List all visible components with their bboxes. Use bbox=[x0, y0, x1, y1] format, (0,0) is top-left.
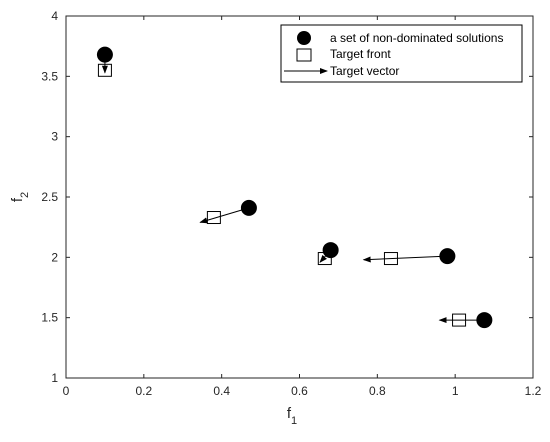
solution-point bbox=[240, 199, 257, 216]
legend-marker-target-front bbox=[296, 48, 312, 62]
data-marks bbox=[96, 46, 493, 329]
y-tick-label: 3.5 bbox=[41, 69, 58, 83]
target-vector-arrow bbox=[199, 207, 250, 224]
x-tick-label: 0.2 bbox=[135, 384, 152, 398]
y-tick-label: 2 bbox=[51, 250, 58, 264]
y-axis-label: f2 bbox=[9, 192, 31, 202]
y-tick-label: 2.5 bbox=[41, 190, 58, 204]
x-tick-label: 0.4 bbox=[213, 384, 230, 398]
solution-point bbox=[439, 248, 456, 265]
y-tick-label: 1 bbox=[51, 371, 58, 385]
solution-point bbox=[96, 46, 113, 63]
target-front-point bbox=[452, 313, 467, 327]
x-tick-label: 0.8 bbox=[369, 384, 386, 398]
solution-point bbox=[476, 312, 493, 329]
target-front-point bbox=[206, 211, 221, 225]
target-vector-arrow bbox=[362, 255, 448, 263]
x-tick-label: 0 bbox=[63, 384, 70, 398]
legend-label-target-vector: Target vector bbox=[330, 64, 399, 78]
legend-label-target-front: Target front bbox=[330, 47, 391, 61]
x-tick-label: 0.6 bbox=[291, 384, 308, 398]
target-front-point bbox=[383, 252, 398, 266]
x-axis-label: f1 bbox=[287, 405, 297, 427]
y-tick-label: 3 bbox=[51, 130, 58, 144]
y-tick-label: 1.5 bbox=[41, 311, 58, 325]
legend: a set of non-dominated solutions Target … bbox=[280, 24, 523, 83]
solution-point bbox=[322, 242, 339, 259]
axis-ticks: 0 0.2 0.4 0.6 0.8 1 1.2 1 1.5 2 2.5 3 3.5 4 bbox=[41, 9, 541, 398]
x-tick-label: 1 bbox=[452, 384, 459, 398]
x-tick-label: 1.2 bbox=[525, 384, 542, 398]
legend-label-solutions: a set of non-dominated solutions bbox=[330, 31, 503, 45]
y-tick-label: 4 bbox=[51, 9, 58, 23]
legend-marker-solutions bbox=[297, 31, 311, 45]
target-front-point bbox=[97, 63, 112, 77]
